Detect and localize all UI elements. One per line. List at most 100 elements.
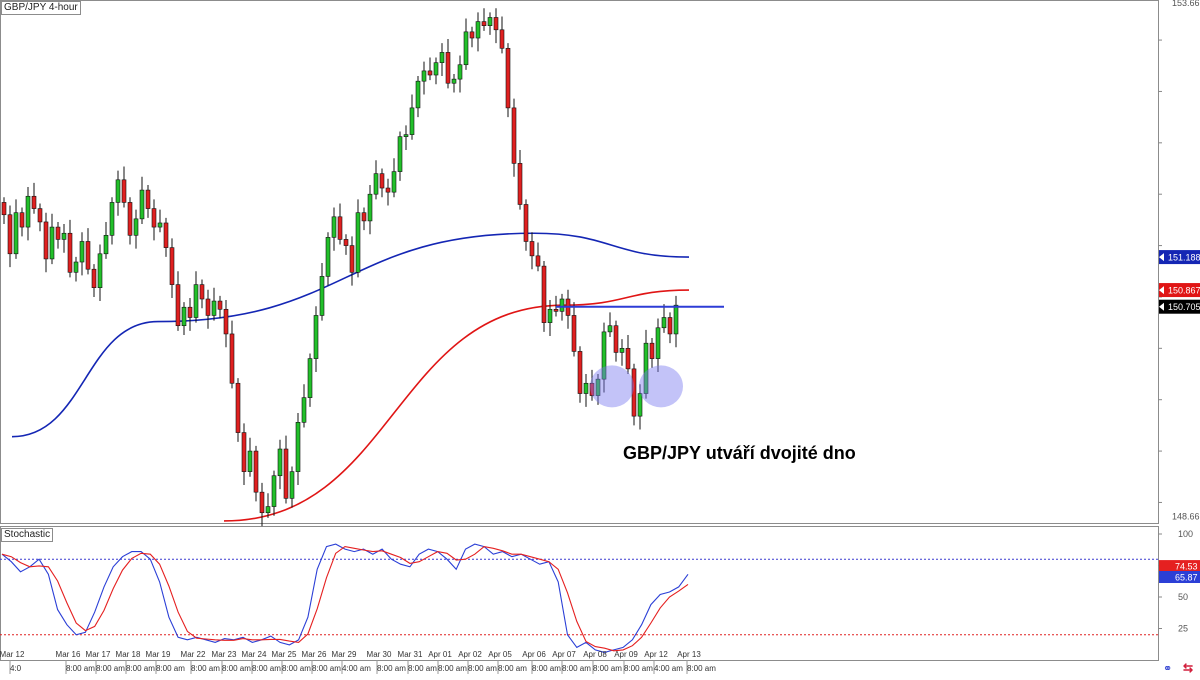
time-axis-time: 8:00 am [222,664,251,673]
time-axis-date: Mar 16 [56,650,81,659]
bear-candle [235,382,241,433]
price-tag [1159,299,1200,314]
bear-candle [517,163,523,205]
bear-candle [511,107,517,164]
bull-candle [193,284,199,318]
bear-candle [361,212,367,222]
bear-candle [577,351,583,394]
bear-candle [667,317,673,335]
time-axis-date: Apr 12 [644,650,668,659]
bear-candle [541,265,547,323]
long-moving-average-line [11,232,690,438]
time-axis-date: Mar 18 [116,650,141,659]
bull-candle [73,261,79,273]
time-axis-time: 8:00 am [687,664,716,673]
bull-candle [79,241,85,263]
bull-candle [655,327,661,359]
bull-candle [451,78,457,84]
bear-candle [631,368,637,417]
bull-candle [439,52,445,63]
bear-candle [253,450,259,493]
bear-candle [499,29,505,49]
bull-candle [643,342,649,394]
bull-candle [367,193,373,222]
bull-candle [295,422,301,472]
bull-candle [271,475,277,507]
bull-candle [97,253,103,289]
bear-candle [37,208,43,223]
stochastic-tick-label: 50 [1178,592,1188,602]
time-axis-date: Mar 23 [212,650,237,659]
bull-candle [637,393,643,417]
bull-candle [355,212,361,273]
bear-candle [481,21,487,26]
bull-candle [421,70,427,82]
stochastic-k-line [1,543,689,653]
bear-candle [493,17,499,31]
bear-candle [187,306,193,318]
price-tick-label: 148.661 [1172,512,1200,522]
bear-candle [151,208,157,228]
bull-candle [157,222,163,228]
bear-candle [223,308,229,335]
bear-candle [91,268,97,289]
bull-candle [139,189,145,220]
bull-candle [103,234,109,255]
time-axis-date: Mar 19 [146,650,171,659]
bull-candle [409,107,415,135]
bull-candle [601,331,607,380]
bear-candle [445,52,451,84]
time-axis-time: 8:00 am [438,664,467,673]
double-bottom-highlight [590,365,634,408]
price-tag-arrow [1159,253,1164,262]
price-pane-frame [0,0,1159,524]
time-axis-time: 4:0 [10,664,22,673]
bear-candle [199,284,205,300]
bear-candle [523,204,529,242]
chart-title: GBP/JPY 4-hour [1,1,81,15]
bull-candle [391,171,397,193]
price-tag-label: 151.188 [1168,253,1200,263]
bull-candle [133,218,139,236]
bear-candle [529,241,535,257]
bear-candle [427,70,433,76]
short-moving-average-line [223,289,690,522]
time-axis-time: 8:00 am [377,664,406,673]
time-axis-time: 8:00 am [66,664,95,673]
bull-candle [457,64,463,80]
bull-candle [331,216,337,238]
bear-candle [31,195,37,209]
close-icon[interactable]: ⇆ [1183,661,1194,675]
time-axis-date: Apr 07 [552,650,576,659]
time-axis-time: 8:00 am [312,664,341,673]
time-axis-date: Apr 01 [428,650,452,659]
time-axis-time: 8:00 am [593,664,622,673]
bear-candle [217,300,223,310]
time-axis-date: Mar 31 [398,650,423,659]
bear-candle [163,222,169,248]
price-tag [1159,250,1200,265]
bull-candle [463,31,469,66]
bull-candle [289,471,295,499]
bear-candle [343,239,349,246]
bull-candle [661,317,667,329]
stochastic-tick-label: 100 [1178,529,1193,539]
link-icon[interactable]: ⚭ [1163,663,1173,675]
bull-candle [181,306,187,327]
bull-candle [475,21,481,39]
bear-candle [43,221,49,260]
pattern-annotation: GBP/JPY utváří dvojité dno [623,443,856,463]
time-axis-time: 8:00 am [126,664,155,673]
bull-candle [619,348,625,353]
bear-candle [67,232,73,273]
bear-candle [175,284,181,327]
bear-candle [145,189,151,209]
time-axis-date: Apr 13 [677,650,701,659]
bull-candle [319,276,325,316]
time-axis-date: Mar 26 [302,650,327,659]
bear-candle [535,255,541,267]
bull-candle [607,325,613,333]
bear-candle [385,187,391,193]
